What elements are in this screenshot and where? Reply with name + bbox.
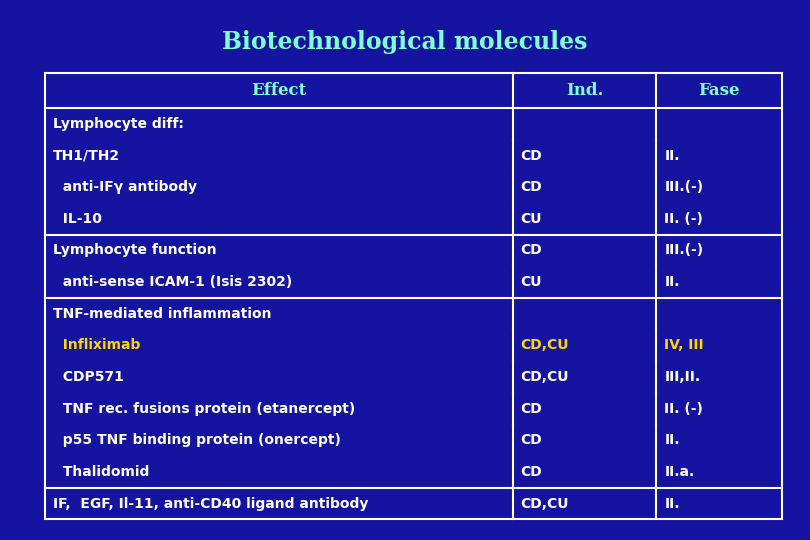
- Text: p55 TNF binding protein (onercept): p55 TNF binding protein (onercept): [53, 434, 340, 447]
- Text: IF,  EGF, Il-11, anti-CD40 ligand antibody: IF, EGF, Il-11, anti-CD40 ligand antibod…: [53, 497, 368, 511]
- Text: CU: CU: [521, 275, 542, 289]
- Text: II. (-): II. (-): [664, 402, 703, 416]
- Text: II.: II.: [664, 434, 680, 447]
- Text: CD: CD: [521, 434, 543, 447]
- Text: II.: II.: [664, 275, 680, 289]
- Text: Lymphocyte diff:: Lymphocyte diff:: [53, 117, 184, 131]
- Text: TH1/TH2: TH1/TH2: [53, 148, 120, 163]
- Bar: [45, 73, 782, 519]
- Text: CD,CU: CD,CU: [521, 339, 569, 353]
- Text: III.(-): III.(-): [664, 180, 704, 194]
- Text: anti-IFγ antibody: anti-IFγ antibody: [53, 180, 197, 194]
- Text: Infliximab: Infliximab: [53, 339, 140, 353]
- Text: CD: CD: [521, 148, 543, 163]
- Text: Effect: Effect: [251, 82, 306, 99]
- Text: CD: CD: [521, 180, 543, 194]
- Text: CD,CU: CD,CU: [521, 497, 569, 511]
- Text: CD: CD: [521, 244, 543, 258]
- Text: Fase: Fase: [698, 82, 740, 99]
- Text: CD,CU: CD,CU: [521, 370, 569, 384]
- Text: Ind.: Ind.: [566, 82, 603, 99]
- Text: CDP571: CDP571: [53, 370, 123, 384]
- Text: CD: CD: [521, 402, 543, 416]
- Text: Biotechnological molecules: Biotechnological molecules: [222, 30, 588, 53]
- Text: II.: II.: [664, 148, 680, 163]
- Text: III,II.: III,II.: [664, 370, 701, 384]
- Text: anti-sense ICAM-1 (Isis 2302): anti-sense ICAM-1 (Isis 2302): [53, 275, 292, 289]
- Text: CU: CU: [521, 212, 542, 226]
- Text: CD: CD: [521, 465, 543, 479]
- Text: IV, III: IV, III: [664, 339, 704, 353]
- Text: II. (-): II. (-): [664, 212, 703, 226]
- Text: IL-10: IL-10: [53, 212, 101, 226]
- Text: TNF rec. fusions protein (etanercept): TNF rec. fusions protein (etanercept): [53, 402, 355, 416]
- Text: TNF-mediated inflammation: TNF-mediated inflammation: [53, 307, 271, 321]
- Text: II.: II.: [664, 497, 680, 511]
- Text: III.(-): III.(-): [664, 244, 704, 258]
- Text: II.a.: II.a.: [664, 465, 695, 479]
- Text: Thalidomid: Thalidomid: [53, 465, 149, 479]
- Text: Lymphocyte function: Lymphocyte function: [53, 244, 216, 258]
